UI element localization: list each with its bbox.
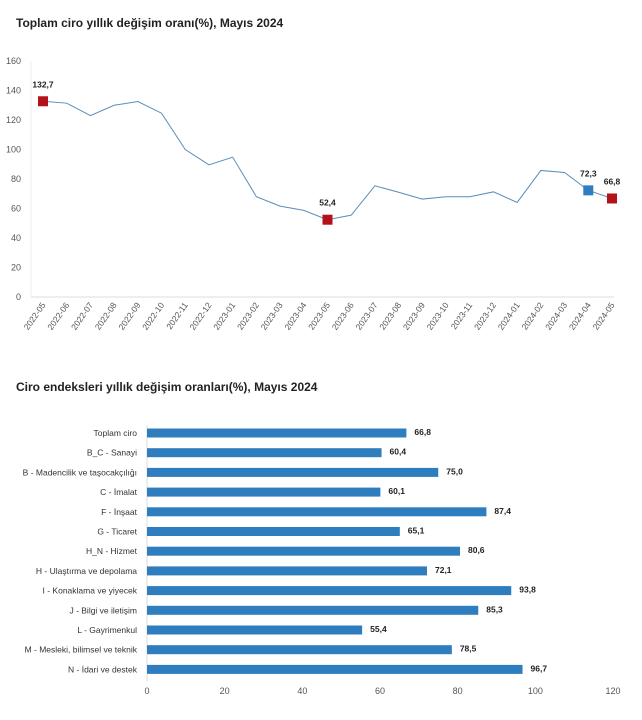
data-label: 80,6 bbox=[468, 545, 485, 555]
x-tick-label: 2022-12 bbox=[188, 300, 214, 332]
highlight-marker bbox=[583, 185, 594, 196]
bar bbox=[147, 605, 479, 615]
data-label: 93,8 bbox=[519, 585, 536, 595]
data-label: 55,4 bbox=[370, 624, 387, 634]
x-tick-label: 2022-06 bbox=[45, 300, 71, 332]
x-tick-label: 2023-09 bbox=[401, 300, 427, 332]
bar bbox=[147, 645, 452, 655]
highlight-marker bbox=[38, 96, 48, 107]
bar bbox=[147, 487, 381, 497]
category-label: B - Madencilik ve taşocakçılığı bbox=[23, 467, 137, 477]
category-label: H_N - Hizmet bbox=[86, 546, 138, 556]
data-label: 85,3 bbox=[486, 604, 503, 614]
bar bbox=[147, 566, 427, 576]
data-label: 65,1 bbox=[408, 526, 425, 536]
data-label: 72,1 bbox=[435, 565, 452, 575]
bar-chart-title: Ciro endeksleri yıllık değişim oranları(… bbox=[16, 380, 318, 394]
bar bbox=[147, 586, 512, 596]
category-label: L - Gayrimenkul bbox=[77, 625, 137, 635]
bar bbox=[147, 546, 460, 556]
data-label: 132,7 bbox=[32, 79, 54, 89]
category-label: F - İnşaat bbox=[101, 507, 138, 517]
category-label: B_C - Sanayi bbox=[87, 448, 137, 458]
highlight-marker bbox=[607, 193, 617, 204]
category-label: Toplam ciro bbox=[94, 428, 138, 438]
category-label: J - Bilgi ve iletişim bbox=[69, 605, 137, 615]
x-tick-label: 2024-04 bbox=[567, 300, 593, 332]
y-tick-label: 20 bbox=[11, 263, 21, 273]
bar bbox=[147, 625, 363, 635]
x-tick-label: 2024-01 bbox=[496, 300, 522, 332]
y-tick-label: 140 bbox=[6, 86, 21, 96]
x-tick-label: 2023-06 bbox=[330, 300, 356, 332]
x-tick-label: 80 bbox=[453, 686, 463, 696]
category-label: G - Ticaret bbox=[97, 527, 137, 537]
y-tick-label: 60 bbox=[11, 204, 21, 214]
data-label: 87,4 bbox=[494, 506, 511, 516]
x-tick-label: 100 bbox=[528, 686, 543, 696]
y-tick-label: 120 bbox=[6, 115, 21, 125]
x-tick-label: 120 bbox=[605, 686, 620, 696]
x-tick-label: 2023-08 bbox=[377, 300, 403, 332]
category-label: N - İdari ve destek bbox=[68, 664, 138, 674]
y-tick-label: 160 bbox=[6, 56, 21, 66]
data-label: 60,4 bbox=[390, 447, 407, 457]
x-tick-label: 20 bbox=[220, 686, 230, 696]
bar bbox=[147, 664, 523, 674]
x-tick-label: 2022-09 bbox=[116, 300, 142, 332]
data-label: 72,3 bbox=[580, 168, 597, 178]
x-tick-label: 2023-04 bbox=[282, 300, 308, 332]
y-tick-label: 40 bbox=[11, 233, 21, 243]
x-tick-label: 2023-10 bbox=[425, 300, 451, 332]
data-label: 66,8 bbox=[414, 427, 431, 437]
data-label: 96,7 bbox=[531, 663, 548, 673]
x-tick-label: 2023-12 bbox=[472, 300, 498, 332]
x-tick-label: 60 bbox=[375, 686, 385, 696]
x-tick-label: 2023-01 bbox=[211, 300, 237, 332]
y-tick-label: 0 bbox=[16, 292, 21, 302]
x-tick-label: 2024-03 bbox=[543, 300, 569, 332]
x-tick-label: 2022-08 bbox=[93, 300, 119, 332]
data-label: 66,8 bbox=[604, 176, 621, 186]
bar bbox=[147, 467, 439, 477]
x-tick-label: 2023-02 bbox=[235, 300, 261, 332]
x-tick-label: 2023-03 bbox=[259, 300, 285, 332]
category-label: M - Mesleki, bilimsel ve teknik bbox=[25, 645, 138, 655]
category-label: C - İmalat bbox=[100, 487, 137, 497]
highlight-marker bbox=[322, 214, 333, 225]
data-label: 52,4 bbox=[319, 198, 336, 208]
bar bbox=[147, 527, 400, 536]
category-label: I - Konaklama ve yiyecek bbox=[43, 586, 138, 596]
x-tick-label: 2022-07 bbox=[69, 300, 95, 332]
y-tick-label: 100 bbox=[6, 145, 21, 155]
data-label: 60,1 bbox=[388, 486, 405, 496]
y-tick-label: 80 bbox=[11, 174, 21, 184]
category-label: H - Ulaştırma ve depolama bbox=[36, 566, 137, 576]
x-tick-label: 0 bbox=[144, 686, 149, 696]
data-label: 78,5 bbox=[460, 644, 477, 654]
bar bbox=[147, 448, 382, 458]
bar bbox=[147, 507, 487, 517]
x-tick-label: 2022-05 bbox=[22, 300, 48, 332]
x-tick-label: 2022-10 bbox=[140, 300, 166, 332]
x-tick-label: 2024-02 bbox=[519, 300, 545, 332]
x-tick-label: 2024-05 bbox=[591, 300, 617, 332]
data-label: 75,0 bbox=[446, 466, 463, 476]
x-tick-label: 40 bbox=[297, 686, 307, 696]
x-tick-label: 2022-11 bbox=[164, 300, 190, 331]
bar bbox=[147, 428, 407, 438]
x-tick-label: 2023-07 bbox=[353, 300, 379, 332]
x-tick-label: 2023-05 bbox=[306, 300, 332, 332]
line-chart-title: Toplam ciro yıllık değişim oranı(%), May… bbox=[16, 16, 284, 30]
x-tick-label: 2023-11 bbox=[449, 300, 475, 331]
